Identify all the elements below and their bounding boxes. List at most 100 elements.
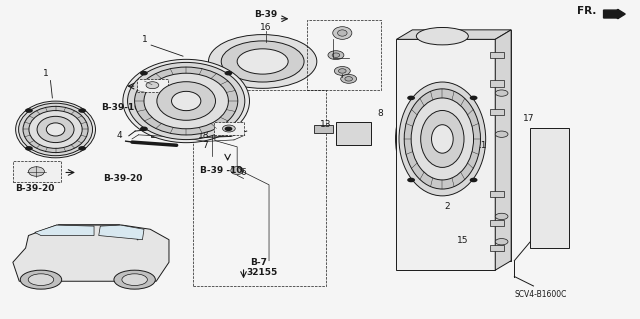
Circle shape — [221, 41, 304, 82]
Bar — [412, 30, 511, 261]
Ellipse shape — [223, 125, 236, 132]
Ellipse shape — [328, 51, 344, 60]
Ellipse shape — [37, 116, 74, 143]
Bar — [13, 161, 61, 182]
Ellipse shape — [127, 63, 245, 140]
Text: FR.: FR. — [577, 6, 596, 16]
Circle shape — [79, 109, 85, 112]
Text: B-7: B-7 — [250, 258, 267, 267]
Ellipse shape — [340, 74, 356, 83]
Circle shape — [408, 96, 414, 100]
Text: 2: 2 — [444, 203, 450, 211]
Bar — [137, 79, 168, 92]
Text: 4: 4 — [116, 131, 122, 140]
Bar — [214, 122, 244, 135]
Circle shape — [470, 178, 477, 182]
Bar — [490, 219, 504, 226]
Text: 11: 11 — [476, 141, 488, 150]
Ellipse shape — [204, 112, 226, 125]
Text: 6: 6 — [241, 168, 246, 177]
Text: 13: 13 — [320, 120, 332, 129]
Bar — [490, 52, 504, 58]
Text: 17: 17 — [523, 114, 534, 123]
Bar — [540, 157, 551, 163]
Text: 9: 9 — [505, 134, 511, 144]
Bar — [540, 201, 551, 207]
Bar — [531, 128, 568, 248]
Circle shape — [225, 127, 232, 130]
Circle shape — [26, 147, 32, 150]
Text: B-39 -10: B-39 -10 — [200, 166, 243, 175]
Ellipse shape — [396, 78, 489, 200]
Circle shape — [470, 96, 477, 100]
Ellipse shape — [20, 270, 61, 289]
Text: 1: 1 — [142, 34, 148, 43]
Ellipse shape — [404, 89, 481, 189]
Ellipse shape — [122, 274, 147, 286]
Circle shape — [544, 239, 554, 244]
FancyArrow shape — [604, 9, 625, 19]
Ellipse shape — [134, 67, 238, 135]
Ellipse shape — [339, 69, 346, 73]
Circle shape — [141, 71, 147, 75]
Text: SCV4-B1600C: SCV4-B1600C — [515, 290, 567, 299]
Text: 8: 8 — [378, 109, 383, 118]
Text: B-39-20: B-39-20 — [103, 174, 142, 183]
Ellipse shape — [114, 270, 156, 289]
Circle shape — [495, 239, 508, 245]
Ellipse shape — [46, 123, 65, 136]
Bar — [307, 20, 381, 90]
Text: 7: 7 — [202, 141, 208, 150]
Circle shape — [225, 71, 232, 75]
Text: B-39-10: B-39-10 — [102, 103, 141, 112]
Circle shape — [408, 178, 414, 182]
Circle shape — [26, 109, 32, 112]
Ellipse shape — [144, 73, 228, 129]
Circle shape — [495, 131, 508, 137]
Text: 16: 16 — [260, 23, 271, 32]
Text: 1: 1 — [44, 69, 49, 78]
Text: 5: 5 — [207, 112, 212, 121]
Ellipse shape — [399, 82, 486, 196]
Bar — [193, 90, 326, 286]
Bar — [490, 109, 504, 115]
Bar — [314, 125, 333, 133]
Bar — [336, 122, 371, 145]
Bar — [540, 223, 551, 229]
Circle shape — [495, 90, 508, 96]
Ellipse shape — [431, 125, 453, 153]
Bar — [396, 39, 495, 270]
Bar — [490, 80, 504, 87]
Text: 32155: 32155 — [246, 268, 278, 277]
Polygon shape — [13, 225, 169, 281]
Ellipse shape — [28, 274, 54, 286]
Text: B-39: B-39 — [254, 10, 278, 19]
Polygon shape — [495, 30, 511, 270]
Ellipse shape — [345, 77, 353, 81]
Ellipse shape — [146, 82, 159, 89]
Ellipse shape — [19, 103, 93, 156]
Text: 18: 18 — [198, 131, 209, 140]
Bar — [490, 191, 504, 197]
Text: 10: 10 — [499, 85, 510, 94]
Ellipse shape — [23, 106, 88, 152]
Text: 15: 15 — [457, 236, 468, 245]
Ellipse shape — [157, 82, 216, 120]
Circle shape — [495, 213, 508, 219]
Circle shape — [141, 127, 147, 130]
Polygon shape — [396, 30, 511, 39]
Ellipse shape — [28, 167, 44, 176]
Ellipse shape — [411, 98, 474, 180]
Ellipse shape — [15, 101, 95, 158]
Polygon shape — [35, 225, 94, 235]
Circle shape — [79, 147, 85, 150]
Circle shape — [237, 49, 288, 74]
Text: 12: 12 — [502, 46, 513, 55]
Ellipse shape — [334, 67, 350, 75]
Ellipse shape — [332, 53, 340, 57]
Ellipse shape — [123, 59, 250, 143]
Bar — [540, 179, 551, 185]
Ellipse shape — [172, 91, 201, 111]
Ellipse shape — [417, 27, 468, 45]
Text: B-39-20: B-39-20 — [15, 184, 54, 193]
